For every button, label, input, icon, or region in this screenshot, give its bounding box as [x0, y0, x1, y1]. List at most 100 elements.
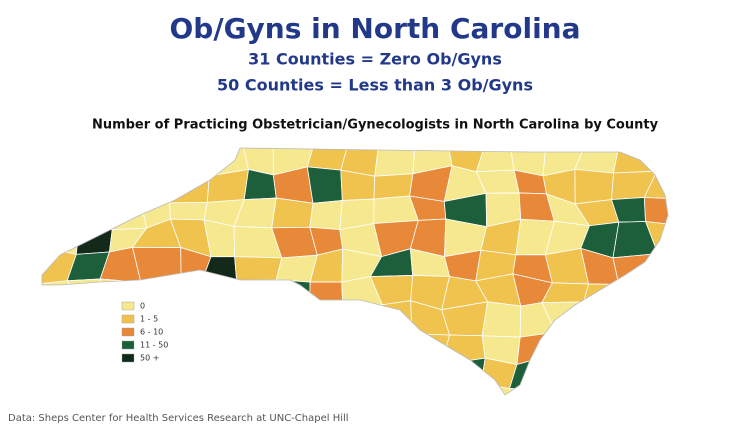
county — [42, 195, 80, 231]
county — [167, 329, 216, 366]
county — [475, 148, 515, 173]
county — [165, 389, 214, 395]
county — [441, 357, 486, 385]
county — [381, 381, 419, 395]
county — [234, 256, 283, 282]
county — [202, 277, 238, 303]
county — [339, 330, 378, 363]
county — [42, 148, 73, 177]
county — [376, 358, 408, 389]
county — [481, 301, 522, 338]
county — [581, 330, 625, 360]
source: Data: Sheps Center for Health Services R… — [8, 413, 349, 424]
county — [64, 300, 104, 333]
county — [541, 390, 590, 395]
county — [99, 278, 142, 302]
county — [274, 364, 312, 393]
county — [516, 331, 557, 366]
county — [64, 326, 112, 366]
county — [641, 253, 668, 283]
county — [209, 384, 242, 395]
county — [235, 279, 280, 304]
county — [278, 302, 316, 339]
county — [608, 302, 653, 332]
county — [577, 353, 611, 393]
county — [99, 382, 148, 395]
county — [612, 253, 659, 285]
county — [308, 307, 346, 336]
county — [206, 168, 250, 203]
county — [42, 299, 80, 340]
county — [376, 332, 413, 362]
county — [405, 381, 449, 395]
legend-label: 1 - 5 — [140, 315, 158, 324]
legend-swatch — [121, 314, 135, 324]
county — [480, 383, 510, 395]
county — [608, 388, 650, 395]
legend-swatch — [121, 327, 135, 337]
county — [42, 172, 72, 198]
county — [309, 200, 343, 231]
subtitle: 50 Counties = Less than 3 Ob/Gyns — [217, 76, 533, 95]
county — [66, 355, 112, 393]
state-outline — [41, 147, 669, 396]
county — [169, 201, 208, 221]
county — [275, 279, 311, 313]
county — [104, 195, 148, 231]
county — [643, 197, 668, 227]
county — [608, 281, 653, 308]
county — [66, 382, 110, 395]
county — [541, 331, 590, 359]
county — [577, 388, 624, 395]
county — [508, 388, 551, 395]
county — [271, 197, 314, 229]
county — [310, 361, 349, 390]
legend-swatch — [121, 340, 135, 350]
county — [310, 387, 349, 395]
county — [642, 305, 668, 339]
county — [209, 360, 246, 391]
county — [642, 388, 668, 395]
county — [574, 168, 614, 205]
county — [278, 387, 316, 395]
county — [235, 384, 283, 395]
county — [405, 360, 449, 385]
county — [42, 382, 78, 395]
legend-label: 50 + — [140, 354, 159, 363]
county — [169, 172, 210, 204]
county — [165, 277, 216, 308]
county — [347, 387, 385, 395]
county — [642, 148, 668, 172]
county — [136, 148, 178, 177]
county — [133, 388, 175, 395]
legend-swatch — [121, 353, 135, 363]
county — [212, 331, 247, 363]
county — [583, 283, 620, 304]
county — [75, 229, 113, 255]
county — [574, 148, 620, 174]
map-title: Number of Practicing Obstetrician/Gyneco… — [92, 118, 659, 133]
county — [133, 363, 169, 392]
county — [373, 173, 414, 200]
county — [110, 148, 141, 177]
county — [440, 383, 484, 395]
county — [541, 353, 590, 393]
county — [581, 301, 625, 339]
county — [165, 361, 214, 392]
county — [306, 166, 343, 204]
county — [104, 165, 141, 200]
county — [68, 165, 112, 197]
county — [641, 279, 668, 308]
county — [608, 358, 650, 391]
legend: 0 1 - 5 6 - 10 11 - 50 50 + — [121, 302, 168, 363]
county — [641, 361, 668, 391]
county — [641, 330, 668, 366]
county — [308, 281, 344, 313]
legend-label: 0 — [140, 302, 145, 311]
county — [42, 331, 77, 366]
county — [274, 334, 316, 365]
county — [139, 172, 178, 204]
legend-label: 11 - 50 — [140, 341, 168, 350]
county — [342, 304, 383, 334]
county — [235, 359, 280, 393]
